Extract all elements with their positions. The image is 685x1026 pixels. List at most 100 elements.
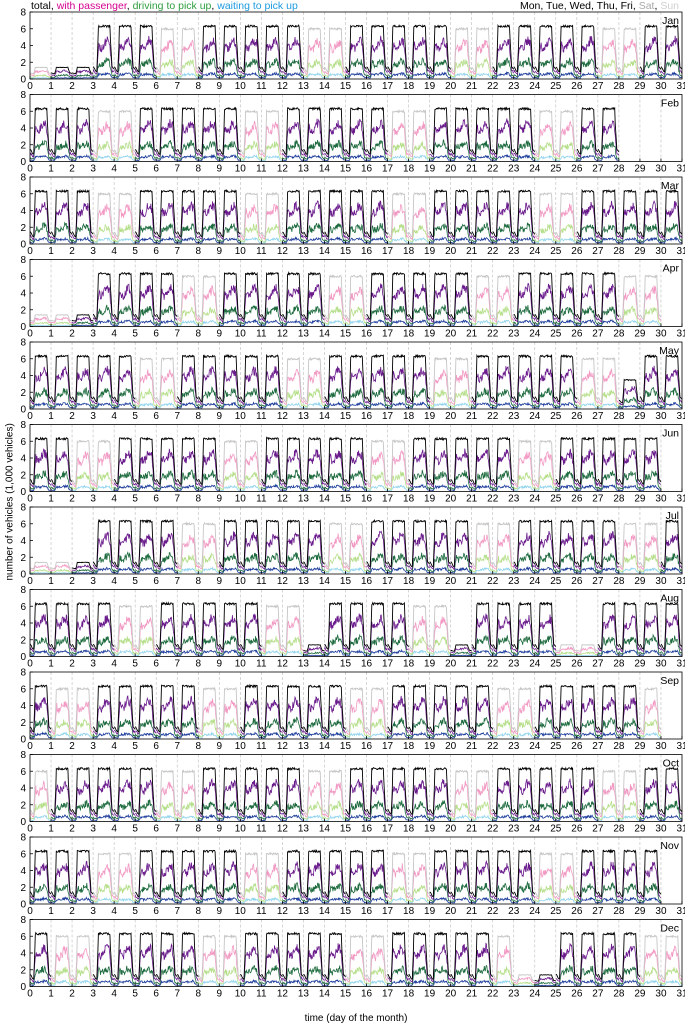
x-tick-label: 19: [424, 906, 436, 917]
series-line-total: [471, 769, 493, 815]
series-line-total: [387, 353, 409, 403]
x-tick-label: 4: [111, 659, 117, 670]
series-line-driving-to-pick-up: [135, 883, 157, 903]
series-line-total: [92, 601, 115, 650]
series-line-waiting-to-pick-up: [408, 814, 430, 822]
x-tick-label: 16: [361, 906, 373, 917]
series-line-waiting-to-pick-up: [660, 814, 683, 822]
series-line-with-passenger: [240, 283, 262, 323]
x-tick-label: 20: [445, 164, 457, 175]
series-line-total: [134, 23, 157, 72]
series-line-driving-to-pick-up: [450, 305, 473, 325]
series-line-waiting-to-pick-up: [639, 731, 662, 739]
x-tick-label: 3: [90, 164, 96, 175]
panel-frame: [29, 754, 683, 822]
series-line-total: [513, 848, 536, 898]
series-line-total: [303, 189, 325, 237]
series-line-waiting-to-pick-up: [639, 814, 662, 822]
series-line-waiting-to-pick-up: [30, 572, 52, 574]
series-line-total: [366, 24, 388, 73]
x-tick-label: 30: [655, 164, 667, 175]
series-line-waiting-to-pick-up: [471, 732, 493, 739]
series-line-total: [450, 106, 472, 155]
series-line-waiting-to-pick-up: [597, 154, 620, 161]
series-line-waiting-to-pick-up: [660, 401, 683, 409]
series-line-waiting-to-pick-up: [597, 319, 620, 327]
series-line-waiting-to-pick-up: [198, 319, 220, 327]
x-tick-label: 21: [466, 246, 478, 257]
x-tick-label: 18: [403, 494, 415, 505]
series-line-total: [408, 436, 430, 485]
x-tick-label: 20: [445, 411, 457, 422]
series-line-with-passenger: [660, 945, 683, 983]
series-line-with-passenger: [555, 699, 578, 736]
x-tick-label: 31: [676, 494, 685, 505]
x-tick-label: 9: [217, 81, 223, 92]
series-line-waiting-to-pick-up: [135, 566, 157, 574]
series-line-with-passenger: [597, 530, 619, 570]
series-line-with-passenger: [218, 861, 241, 901]
series-line-waiting-to-pick-up: [450, 654, 472, 657]
series-line-driving-to-pick-up: [555, 387, 578, 408]
series-line-driving-to-pick-up: [576, 965, 598, 985]
x-tick-label: 20: [445, 246, 457, 257]
series-line-waiting-to-pick-up: [387, 71, 409, 79]
series-line-waiting-to-pick-up: [513, 731, 535, 739]
series-line-driving-to-pick-up: [661, 387, 683, 408]
series-line-waiting-to-pick-up: [177, 401, 199, 409]
series-line-with-passenger: [114, 616, 136, 653]
series-line-driving-to-pick-up: [176, 306, 199, 326]
series-line-driving-to-pick-up: [492, 470, 515, 491]
series-line-driving-to-pick-up: [113, 140, 136, 161]
series-line-driving-to-pick-up: [240, 140, 262, 160]
series-line-waiting-to-pick-up: [324, 897, 346, 904]
series-line-total: [29, 684, 52, 733]
series-line-waiting-to-pick-up: [471, 154, 493, 162]
x-tick-label: 12: [277, 741, 289, 752]
x-tick-label: 15: [340, 741, 352, 752]
series-line-waiting-to-pick-up: [534, 566, 556, 574]
x-tick-label: 17: [382, 576, 394, 587]
series-line-total: [471, 931, 493, 980]
series-line-waiting-to-pick-up: [513, 154, 535, 161]
series-line-total: [660, 24, 683, 73]
series-line-total: [471, 26, 494, 73]
series-line-waiting-to-pick-up: [71, 979, 94, 987]
series-line-driving-to-pick-up: [408, 801, 430, 820]
series-line-with-passenger: [387, 695, 409, 736]
series-line-total: [324, 684, 346, 732]
series-line-driving-to-pick-up: [282, 303, 304, 326]
series-line-total: [597, 601, 620, 650]
series-line-driving-to-pick-up: [618, 471, 641, 491]
y-tick-label: 0: [20, 982, 26, 993]
series-line-total: [555, 191, 578, 238]
x-tick-label: 17: [382, 741, 394, 752]
legend-weekday: Mon: [519, 0, 541, 12]
series-line-total: [282, 848, 304, 898]
series-line-with-passenger: [660, 614, 683, 653]
series-line-waiting-to-pick-up: [492, 567, 514, 574]
month-label: Feb: [661, 98, 679, 110]
series-line-total: [29, 601, 52, 650]
series-line-with-passenger: [429, 696, 451, 736]
series-line-driving-to-pick-up: [387, 142, 409, 161]
series-line-driving-to-pick-up: [113, 965, 136, 985]
series-line-with-passenger: [155, 780, 178, 818]
x-tick-label: 6: [153, 989, 159, 1000]
x-tick-label: 18: [403, 576, 415, 587]
x-tick-label: 3: [90, 329, 96, 340]
series-line-driving-to-pick-up: [282, 881, 304, 903]
series-line-total: [618, 189, 641, 238]
x-tick-label: 11: [256, 824, 267, 835]
y-tick-label: 2: [20, 140, 26, 151]
series-line-with-passenger: [261, 863, 283, 900]
series-line-with-passenger: [50, 945, 73, 983]
series-line-total: [176, 436, 199, 485]
x-tick-label: 29: [634, 906, 646, 917]
series-line-driving-to-pick-up: [429, 716, 451, 738]
series-line-waiting-to-pick-up: [197, 979, 220, 987]
series-line-total: [513, 23, 536, 73]
x-tick-label: 27: [592, 576, 604, 587]
series-line-total: [345, 767, 367, 815]
panel-frame: [29, 424, 683, 492]
